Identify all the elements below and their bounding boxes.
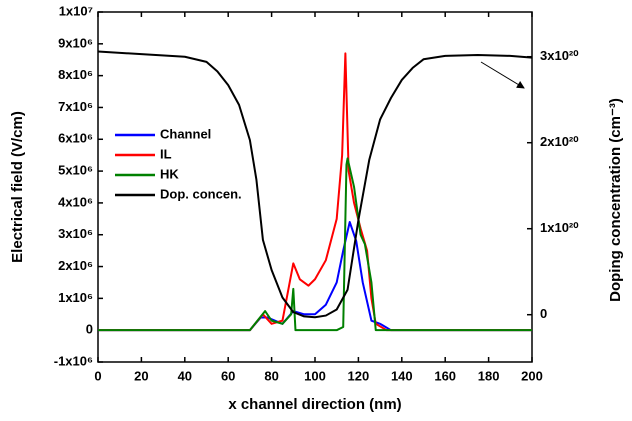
y-tick-label: 3x10⁶ [58,226,93,241]
legend-label: Channel [160,126,211,141]
y-tick-label: 1x10⁶ [58,290,93,305]
series-line [98,157,532,332]
y2-tick-label: 0 [540,306,547,321]
x-tick-label: 200 [521,368,543,383]
y-tick-label: 1x10⁷ [59,3,93,18]
x-tick-label: 180 [478,368,500,383]
legend-label: IL [160,146,172,161]
y2-tick-label: 3x10²⁰ [540,48,579,63]
y-tick-label: 5x10⁶ [58,163,93,178]
legend-label: Dop. concen. [160,186,242,201]
y-tick-label: 8x10⁶ [58,67,93,82]
x-tick-label: 60 [221,368,235,383]
arrow [480,61,525,89]
x-tick-label: 20 [134,368,148,383]
y-tick-label: 4x10⁶ [58,194,93,209]
y-tick-label: 6x10⁶ [58,131,93,146]
y2-axis-title: Doping concentration (cm⁻³) [607,98,624,302]
x-tick-label: 0 [94,368,101,383]
series-line [98,221,532,332]
y2-tick-label: 1x10²⁰ [540,220,579,235]
x-tick-label: 40 [178,368,192,383]
y-tick-label: 0 [86,322,93,337]
x-tick-label: 100 [304,368,326,383]
series-line [98,52,532,332]
y-tick-label: 9x10⁶ [58,35,93,50]
x-tick-label: 120 [348,368,370,383]
series-line [97,50,533,319]
x-tick-label: 140 [391,368,413,383]
y-tick-label: -1x10⁶ [54,353,93,368]
legend-label: HK [160,166,179,181]
y-tick-label: 7x10⁶ [58,99,93,114]
y-tick-label: 2x10⁶ [58,258,93,273]
y-axis-title: Electrical field (V/cm) [9,111,26,263]
x-tick-label: 160 [434,368,456,383]
x-tick-label: 80 [264,368,278,383]
x-axis-title: x channel direction (nm) [228,396,401,413]
y2-tick-label: 2x10²⁰ [540,134,579,149]
